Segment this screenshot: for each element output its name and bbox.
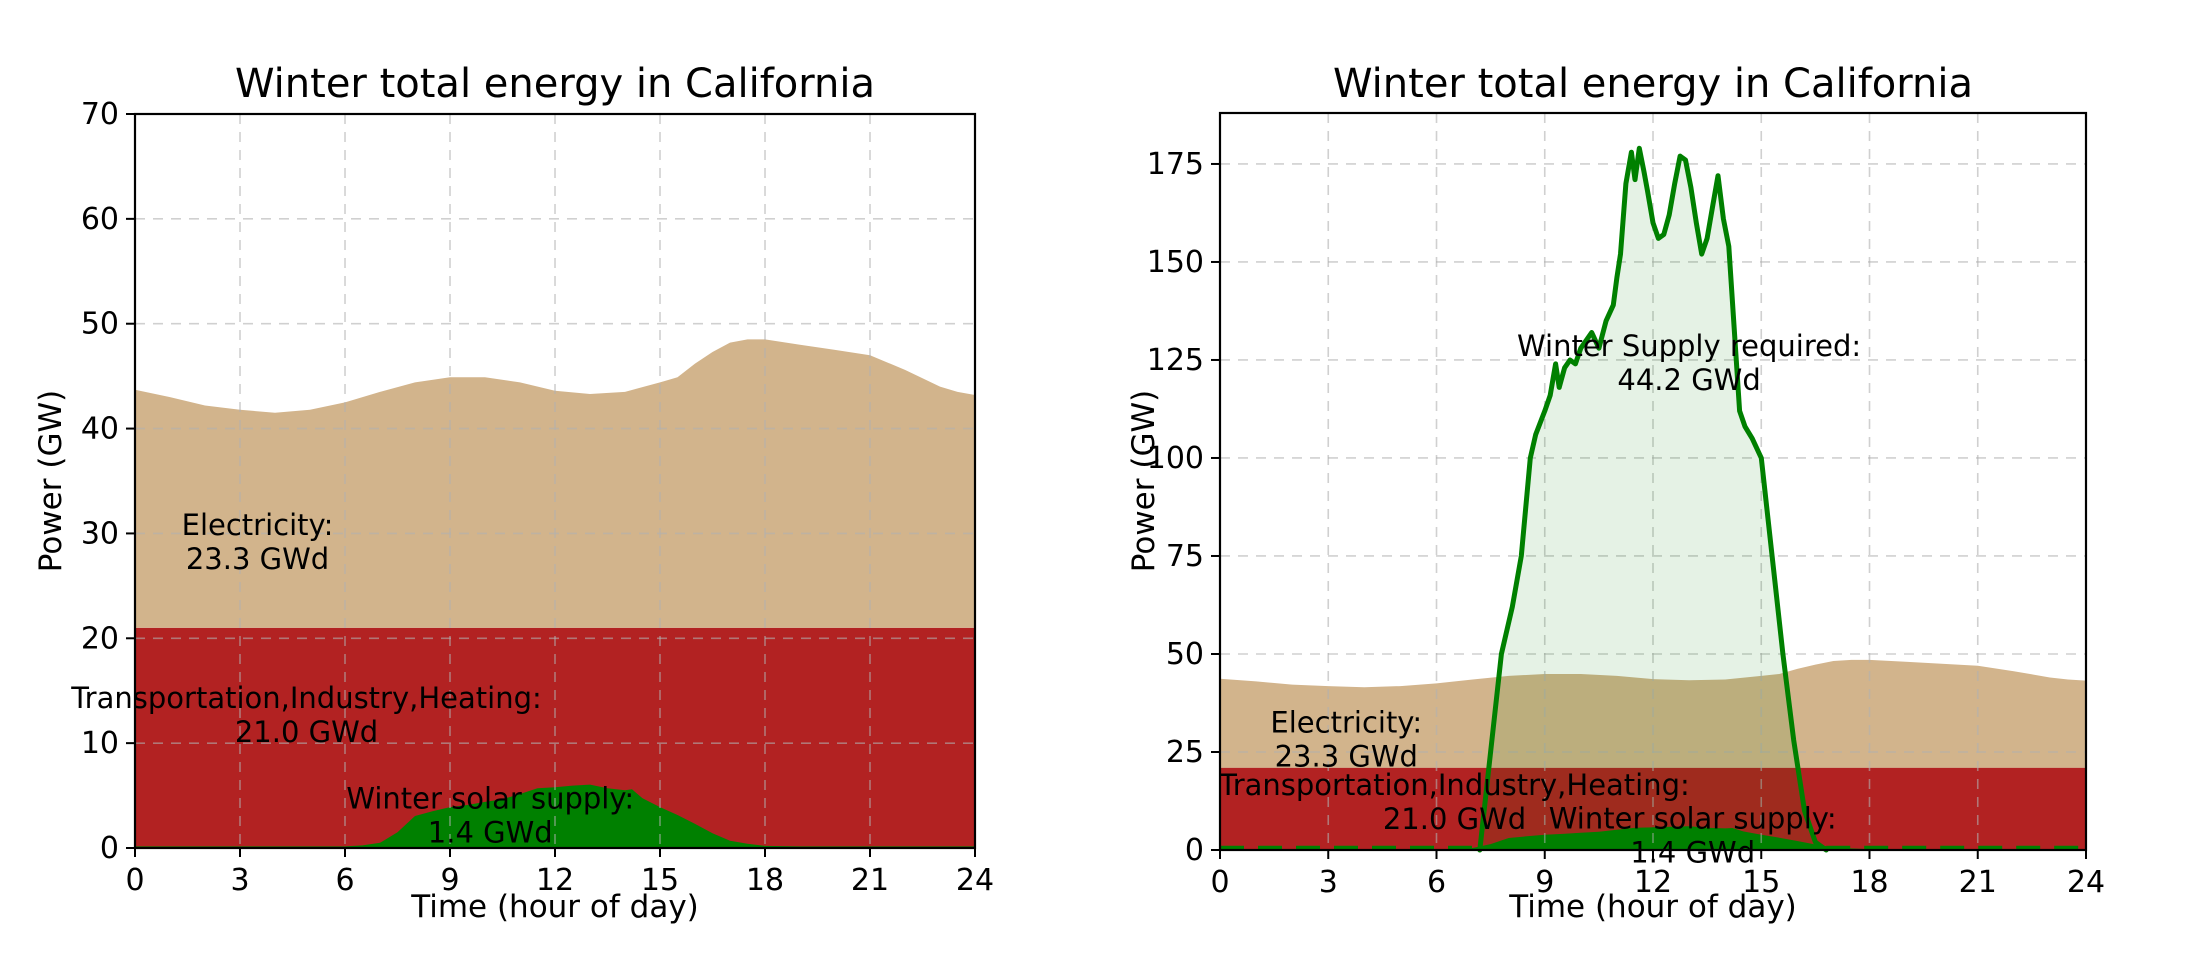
y-tick-label: 50 xyxy=(81,307,119,342)
y-tick-label: 125 xyxy=(1147,343,1204,378)
y-tick-label: 25 xyxy=(1166,735,1204,770)
x-tick-label: 21 xyxy=(851,863,889,898)
x-tick-label: 18 xyxy=(1850,865,1888,900)
axes: 0 3 6 9 12 15 18 21 24 0 10 20 30 40 50 60 70 xyxy=(81,97,994,898)
plot-area: 0 3 6 9 12 15 18 21 24 0 10 20 30 40 50 60 70 Electricity… xyxy=(70,97,994,898)
x-axis-label: Time (hour of day) xyxy=(1509,889,1797,925)
chart-winter-energy-demand: Winter total energy in California Power … xyxy=(33,61,994,925)
chart-winter-energy-supply-required: Winter total energy in California Power … xyxy=(1100,0,2200,954)
y-tick-label: 60 xyxy=(81,202,119,237)
annotation-transportation-industry-heating: Transportation,Industry,Heating: 21.0 GWd xyxy=(70,681,542,749)
x-tick-label: 12 xyxy=(536,863,574,898)
x-tick-label: 24 xyxy=(2067,865,2105,900)
x-tick-label: 24 xyxy=(956,863,994,898)
y-tick-label: 40 xyxy=(81,412,119,447)
x-tick-label: 18 xyxy=(746,863,784,898)
annotation-winter-solar-supply: Winter solar supply: 1.4 GWd xyxy=(1549,801,1837,869)
x-axis-label: Time (hour of day) xyxy=(411,889,699,925)
x-tick-label: 9 xyxy=(1535,865,1554,900)
annotations: Winter Supply required: 44.2 GWd Electrici… xyxy=(1218,329,1861,869)
chart-title: Winter total energy in California xyxy=(1333,61,1973,107)
y-tick-label: 0 xyxy=(1185,833,1204,868)
x-tick-label: 3 xyxy=(230,863,249,898)
y-tick-label: 0 xyxy=(100,831,119,866)
annotation-electricity: Electricity: 23.3 GWd xyxy=(182,508,334,576)
x-tick-label: 3 xyxy=(1319,865,1338,900)
x-tick-label: 12 xyxy=(1634,865,1672,900)
supply-required-fill xyxy=(1479,148,1827,851)
annotation-electricity: Electricity: 23.3 GWd xyxy=(1270,705,1422,773)
chart-title: Winter total energy in California xyxy=(235,61,875,107)
y-tick-label: 70 xyxy=(81,97,119,132)
y-tick-label: 10 xyxy=(81,726,119,761)
y-tick-label: 30 xyxy=(81,516,119,551)
x-tick-label: 15 xyxy=(641,863,679,898)
x-tick-label: 0 xyxy=(1210,865,1229,900)
y-tick-label: 100 xyxy=(1147,441,1204,476)
annotations: Electricity: 23.3 GWd Transportation,Indus… xyxy=(70,508,634,850)
y-tick-label: 20 xyxy=(81,621,119,656)
annotation-winter-supply-required: Winter Supply required: 44.2 GWd xyxy=(1517,329,1861,397)
series-winter-supply-required xyxy=(1220,145,2086,853)
supply-required-line xyxy=(1477,145,1829,853)
plot-area: 0 3 6 9 12 15 18 21 24 0 25 50 75 100 125 150 175 Winter … xyxy=(1147,111,2105,900)
x-tick-label: 9 xyxy=(440,863,459,898)
annotation-winter-solar-supply: Winter solar supply: 1.4 GWd xyxy=(346,781,634,849)
x-tick-label: 21 xyxy=(1959,865,1997,900)
x-tick-label: 6 xyxy=(335,863,354,898)
y-tick-label: 50 xyxy=(1166,637,1204,672)
annotation-transportation-industry-heating: Transportation,Industry,Heating: 21.0 GWd xyxy=(1218,768,1690,836)
x-tick-label: 0 xyxy=(125,863,144,898)
y-tick-label: 75 xyxy=(1166,539,1204,574)
x-tick-label: 15 xyxy=(1742,865,1780,900)
axes: 0 3 6 9 12 15 18 21 24 0 25 50 75 100 125 150 175 xyxy=(1147,111,2105,900)
y-tick-label: 175 xyxy=(1147,147,1204,182)
x-tick-label: 6 xyxy=(1427,865,1446,900)
y-tick-label: 150 xyxy=(1147,245,1204,280)
